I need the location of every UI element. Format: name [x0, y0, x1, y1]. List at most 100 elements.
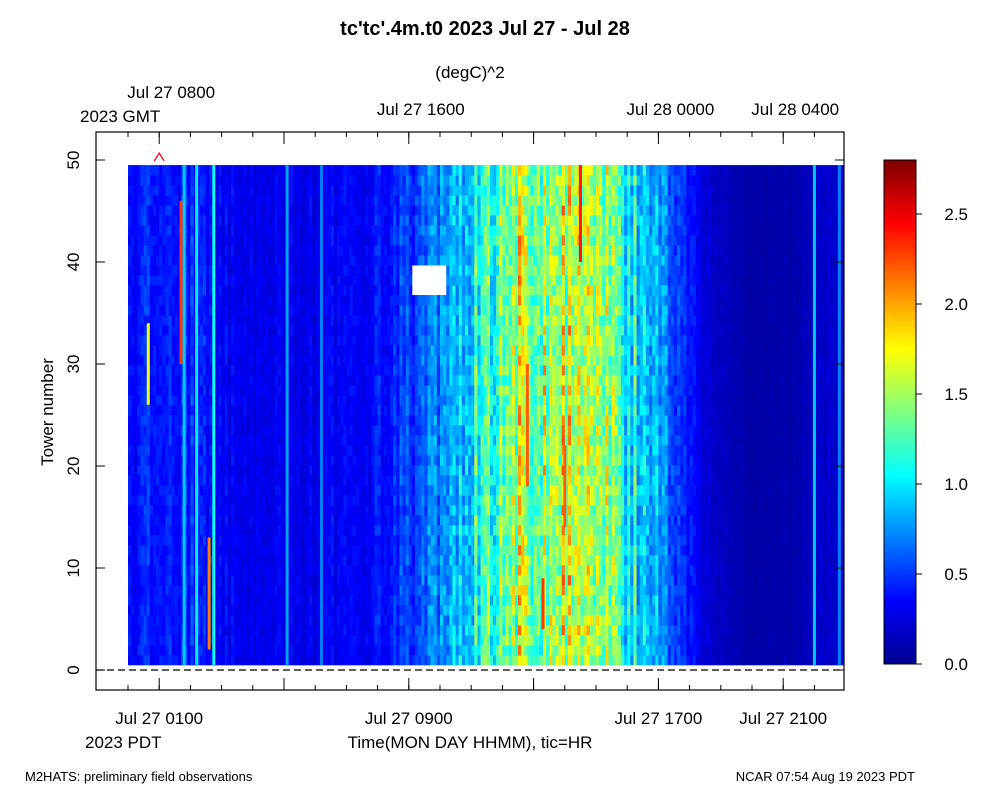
heatmap-cell — [249, 474, 254, 486]
heatmap-cell — [433, 574, 438, 586]
heatmap-cell — [243, 454, 247, 466]
heatmap-cell — [131, 474, 135, 486]
heatmap-cell — [402, 335, 407, 346]
heatmap-cell — [243, 594, 247, 606]
heatmap-cell — [362, 235, 366, 246]
heatmap-cell — [358, 255, 363, 266]
heatmap-cell — [421, 624, 425, 636]
heatmap-cell — [268, 504, 272, 516]
heatmap-cell — [424, 365, 428, 376]
heatmap-cell — [324, 175, 329, 186]
heatmap-cell — [296, 564, 300, 576]
heatmap-cell — [418, 185, 422, 196]
heatmap-cell — [184, 574, 188, 586]
heatmap-cell — [209, 255, 213, 266]
heatmap-cell — [371, 654, 375, 666]
heatmap-cell — [405, 444, 410, 456]
heatmap-cell — [337, 395, 341, 406]
heatmap-cell — [152, 634, 157, 646]
heatmap-cell — [327, 215, 332, 226]
heatmap-cell — [143, 624, 148, 636]
heatmap-cell — [415, 624, 419, 636]
heatmap-cell — [221, 584, 226, 596]
heatmap-cell — [140, 454, 144, 466]
heatmap-cell — [187, 524, 191, 536]
heatmap-cell — [343, 165, 347, 176]
heatmap-cell — [255, 195, 260, 206]
heatmap-cell — [405, 514, 410, 526]
heatmap-cell — [224, 365, 229, 376]
heatmap-cell — [209, 395, 213, 406]
heatmap-cell — [302, 295, 307, 306]
heatmap-cell — [358, 235, 363, 246]
heatmap-cell — [333, 325, 338, 336]
heatmap-cell — [152, 454, 157, 466]
heatmap-cell — [237, 355, 241, 366]
heatmap-cell — [302, 544, 307, 556]
heatmap-cell — [265, 185, 269, 196]
heatmap-cell — [327, 365, 332, 376]
heatmap-cell — [196, 534, 201, 546]
heatmap-cell — [287, 315, 291, 326]
heatmap-cell — [252, 175, 257, 186]
heatmap-cell — [259, 275, 263, 286]
heatmap-cell — [411, 454, 416, 466]
heatmap-cell — [315, 654, 319, 666]
heatmap-cell — [184, 305, 188, 316]
heatmap-cell — [159, 504, 163, 516]
heatmap-cell — [405, 464, 410, 476]
heatmap-cell — [199, 365, 204, 376]
heatmap-cell — [349, 514, 354, 526]
heatmap-cell — [146, 444, 151, 456]
heatmap-cell — [337, 195, 341, 206]
heatmap-cell — [171, 255, 176, 266]
heatmap-cell — [159, 415, 163, 426]
heatmap-cell — [337, 504, 341, 516]
heatmap-cell — [218, 285, 222, 296]
heatmap-cell — [293, 564, 297, 576]
heatmap-cell — [346, 215, 350, 226]
heatmap-cell — [162, 295, 166, 306]
heatmap-cell — [206, 434, 210, 446]
heatmap-cell — [402, 514, 407, 526]
heatmap-cell — [396, 484, 400, 496]
heatmap-cell — [224, 454, 229, 466]
heatmap-cell — [343, 275, 347, 286]
heatmap-cell — [206, 464, 210, 476]
heatmap-cell — [259, 634, 263, 646]
heatmap-cell — [227, 285, 232, 296]
heatmap-cell — [393, 644, 397, 656]
heatmap-cell — [209, 544, 213, 556]
heatmap-cell — [415, 295, 419, 306]
heatmap-cell — [290, 554, 294, 566]
heatmap-cell — [249, 335, 254, 346]
heatmap-cell — [131, 484, 135, 496]
heatmap-cell — [240, 584, 244, 596]
heatmap-cell — [190, 544, 194, 556]
heatmap-cell — [230, 185, 235, 196]
heatmap-cells — [128, 165, 844, 666]
heatmap-cell — [168, 624, 173, 636]
heatmap-cell — [290, 355, 294, 366]
heatmap-cell — [221, 614, 226, 626]
heatmap-cell — [290, 185, 294, 196]
heatmap-cell — [374, 375, 378, 386]
heatmap-cell — [230, 375, 235, 386]
heatmap-cell — [262, 215, 266, 226]
heatmap-cell — [393, 514, 397, 526]
heatmap-cell — [196, 285, 201, 296]
heatmap-cell — [227, 514, 232, 526]
heatmap-cell — [371, 544, 375, 556]
heatmap-cell — [355, 225, 360, 236]
heatmap-cell — [408, 165, 413, 176]
heatmap-cell — [418, 564, 422, 576]
heatmap-cell — [390, 604, 394, 616]
heatmap-cell — [402, 295, 407, 306]
heatmap-cell — [168, 554, 173, 566]
heatmap-cell — [349, 534, 354, 546]
heatmap-cell — [355, 275, 360, 286]
heatmap-cell — [274, 195, 279, 206]
heatmap-cell — [315, 285, 319, 296]
heatmap-cell — [411, 405, 416, 416]
heatmap-cell — [393, 534, 397, 546]
